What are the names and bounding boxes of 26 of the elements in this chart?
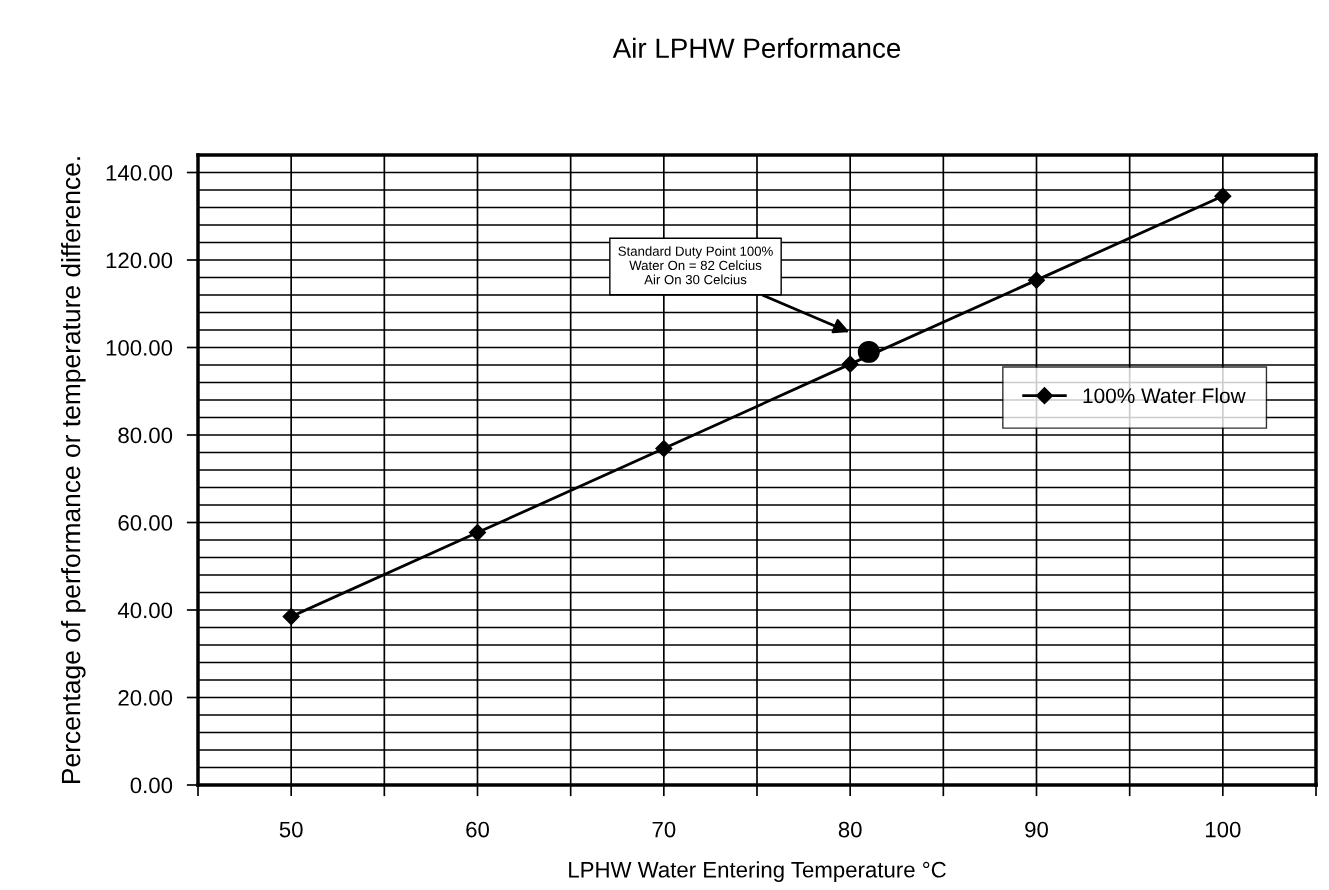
y-tick-label: 20.00 xyxy=(118,690,173,706)
y-tick-label: 60.00 xyxy=(118,515,173,531)
x-tick-label: 100 xyxy=(1205,821,1241,838)
point xyxy=(1027,271,1046,289)
y-tick-label: 100.00 xyxy=(106,340,173,356)
x-tick-label: 90 xyxy=(1025,821,1048,838)
point xyxy=(655,440,673,458)
point xyxy=(282,608,300,626)
x-tick-label: 80 xyxy=(838,821,862,838)
x-tick-label: 50 xyxy=(279,821,303,838)
y-tick-label: 140.00 xyxy=(106,165,173,181)
y-tick-label: 0.00 xyxy=(130,777,173,794)
annotation: Standard Duty Point 100% Water On = 82 Celcius Air On 30 Celcius xyxy=(618,246,773,285)
y-tick-label: 80.00 xyxy=(118,427,173,444)
point xyxy=(1214,187,1232,205)
y-axis-title: Percentage of performance or temperature difference. xyxy=(60,157,86,783)
point xyxy=(468,524,487,542)
chart-title: Air LPHW Performance xyxy=(612,37,901,59)
x-tick-label: 70 xyxy=(652,821,676,838)
y-tick-label: 120.00 xyxy=(106,252,173,269)
point xyxy=(857,340,880,363)
x-tick-label: 60 xyxy=(466,821,489,838)
x-axis-title: LPHW Water Entering Temperature °C xyxy=(569,861,946,882)
point xyxy=(841,355,859,373)
legend-label: 100% Water Flow xyxy=(1083,387,1246,404)
y-tick-label: 40.00 xyxy=(117,602,173,619)
